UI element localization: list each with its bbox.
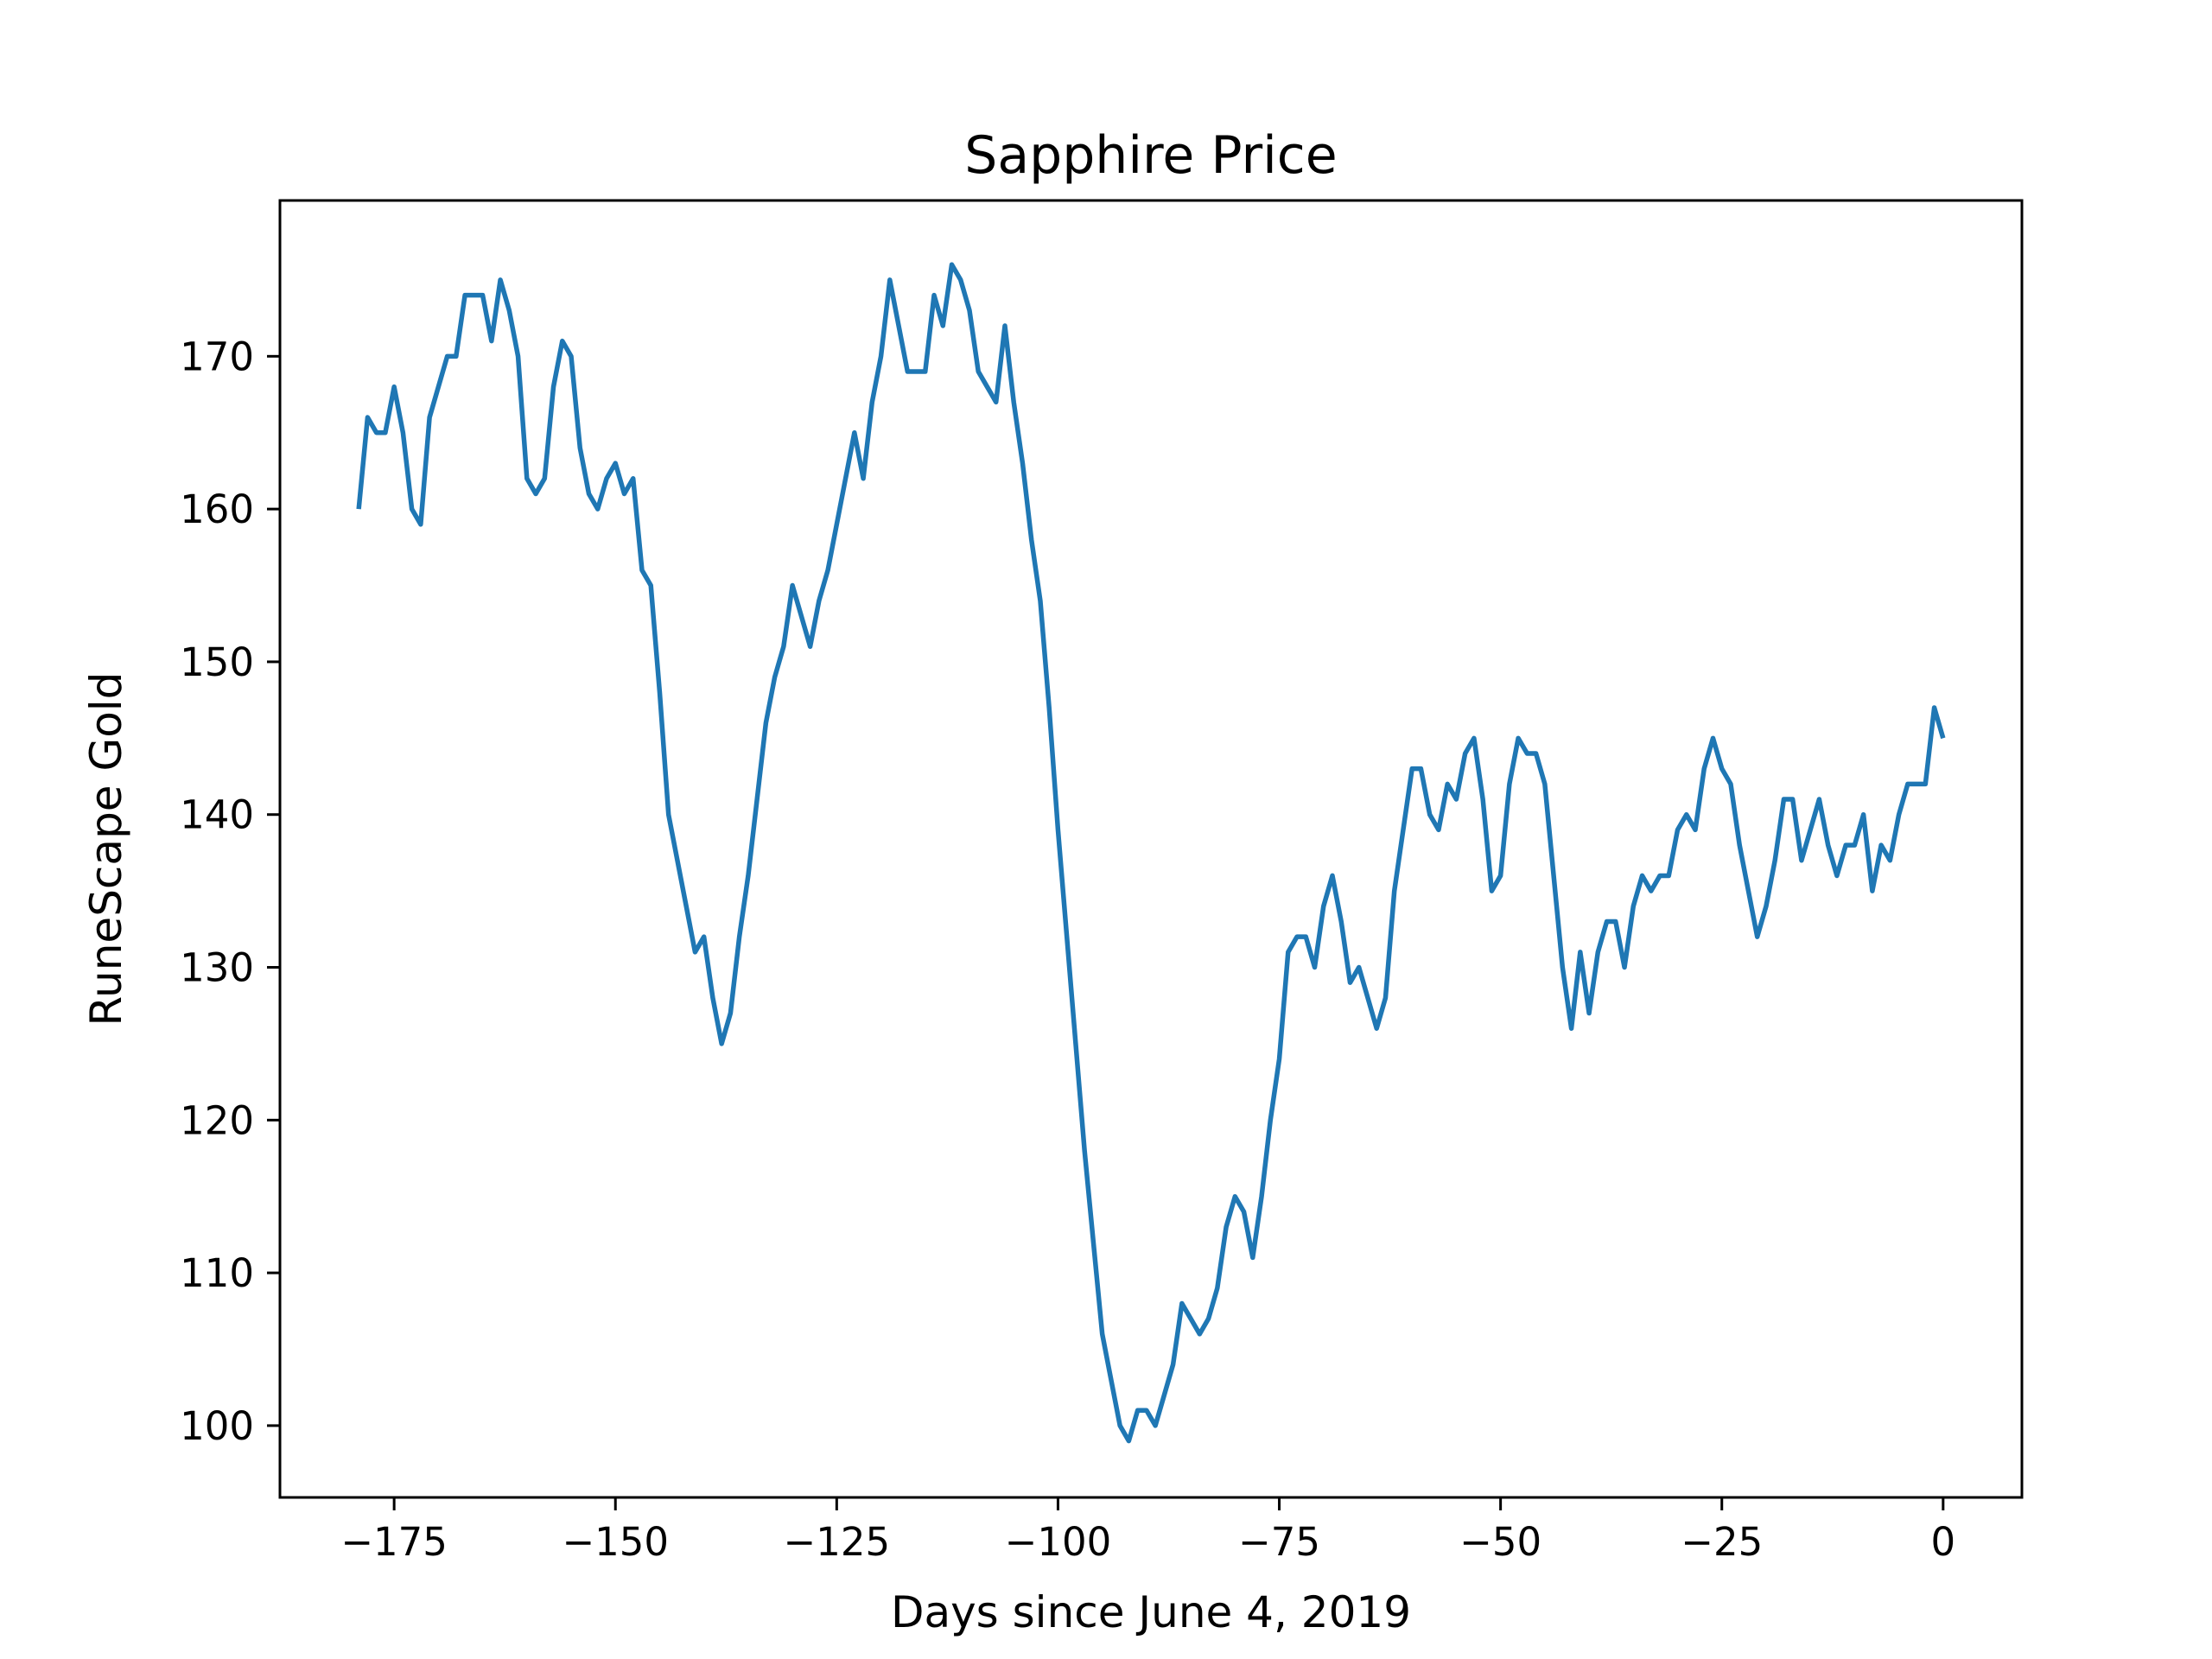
x-tick-label: −125 (784, 1519, 891, 1565)
y-tick-label: 110 (180, 1250, 254, 1296)
x-tick-label: −175 (340, 1519, 448, 1565)
y-axis: 100 110 120 130 140 150 160 170 (180, 334, 280, 1449)
x-tick-label: −75 (1238, 1519, 1320, 1565)
x-tick-label: −50 (1459, 1519, 1541, 1565)
x-tick-label: 0 (1931, 1519, 1956, 1565)
y-tick-label: 150 (180, 639, 254, 685)
chart-title: Sapphire Price (964, 125, 1337, 186)
x-axis: −175 −150 −125 −100 −75 −50 −25 0 (340, 1497, 1955, 1565)
x-tick-label: −100 (1005, 1519, 1112, 1565)
y-tick-label: 120 (180, 1097, 254, 1143)
y-tick-label: 170 (180, 334, 254, 379)
y-tick-label: 160 (180, 486, 254, 532)
x-tick-label: −25 (1681, 1519, 1763, 1565)
y-tick-label: 130 (180, 945, 254, 991)
y-tick-label: 100 (180, 1403, 254, 1449)
plot-area (278, 199, 2024, 1499)
x-tick-label: −150 (562, 1519, 669, 1565)
y-axis-label: RuneScape Gold (81, 672, 131, 1027)
y-tick-label: 140 (180, 792, 254, 838)
series-line-0 (356, 262, 1946, 1444)
x-axis-label: Days since June 4, 2019 (891, 1587, 1411, 1637)
plot-frame (278, 199, 2024, 1499)
